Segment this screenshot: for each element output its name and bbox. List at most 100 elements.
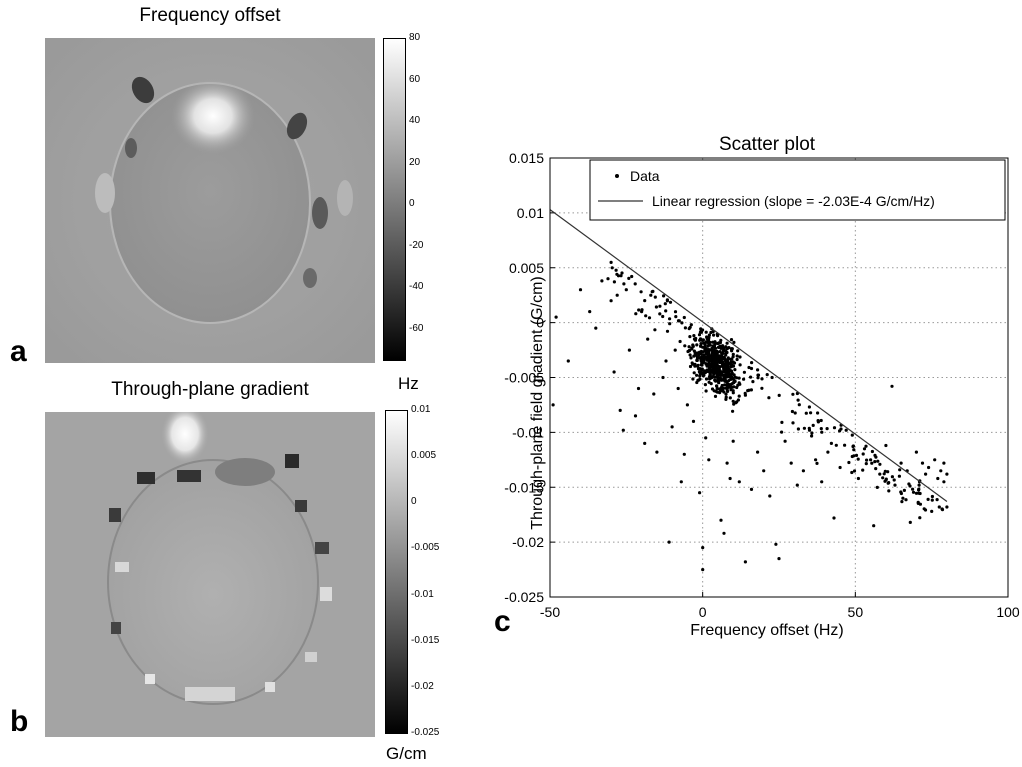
data-point <box>724 392 728 396</box>
data-point <box>924 472 928 476</box>
data-point <box>624 288 628 292</box>
data-point <box>899 491 903 496</box>
data-point <box>716 355 720 359</box>
scatter-plot: Scatter plot -50 0 50 100 -0.025 -0.02 -0.015… <box>504 134 1020 639</box>
data-point <box>688 353 692 357</box>
y-axis-label: Through-plane field gradient (G/cm) <box>529 276 546 529</box>
data-point <box>738 355 742 359</box>
data-point <box>811 423 815 427</box>
data-point <box>733 368 737 372</box>
data-point <box>892 478 896 482</box>
data-point <box>749 487 754 491</box>
data-point <box>719 360 723 364</box>
data-point <box>701 568 705 572</box>
data-point <box>825 427 829 431</box>
x-tick-label: 50 <box>848 604 864 620</box>
data-point <box>728 476 732 481</box>
data-point <box>689 356 693 360</box>
legend-data-label: Data <box>630 168 660 184</box>
legend-fit-label: Linear regression (slope = -2.03E-4 G/cm… <box>652 193 935 209</box>
y-tick-label: -0.02 <box>512 534 544 550</box>
data-point <box>717 387 721 391</box>
data-point <box>699 329 703 334</box>
data-point <box>918 502 922 506</box>
data-point <box>725 375 729 379</box>
data-point <box>850 470 854 475</box>
data-point <box>578 288 583 292</box>
data-point <box>942 461 946 465</box>
data-point <box>780 420 784 424</box>
data-point <box>606 277 610 281</box>
data-point <box>878 462 882 466</box>
data-point <box>688 364 693 369</box>
data-point <box>767 396 771 400</box>
data-point <box>725 341 729 345</box>
data-point <box>649 293 653 297</box>
data-point <box>668 322 672 326</box>
data-point <box>922 507 926 511</box>
data-point <box>704 352 708 356</box>
data-point <box>914 450 918 454</box>
data-point <box>724 397 728 401</box>
data-point <box>718 344 722 348</box>
data-point <box>707 333 711 337</box>
data-point <box>682 315 686 320</box>
data-point <box>917 491 921 495</box>
data-point <box>725 387 729 391</box>
data-point <box>610 266 614 270</box>
data-point <box>884 443 888 448</box>
data-point <box>743 560 747 564</box>
data-point <box>710 351 714 355</box>
data-point <box>756 368 760 372</box>
data-point <box>662 294 666 298</box>
data-point <box>883 469 887 473</box>
colorbar-b-tick-label: -0.025 <box>411 727 440 738</box>
data-point <box>854 453 859 457</box>
data-point <box>902 488 906 492</box>
data-point <box>861 452 865 456</box>
data-point <box>640 308 644 312</box>
data-point <box>720 364 725 369</box>
through-plane-gradient-map <box>45 412 375 737</box>
data-point <box>870 449 874 454</box>
data-point <box>731 391 735 395</box>
data-point <box>810 434 814 438</box>
colorbar-a-tick-label: -40 <box>409 281 424 293</box>
colorbar-a-tick-label: 80 <box>409 32 421 43</box>
data-point <box>832 516 836 520</box>
data-point <box>712 333 716 337</box>
data-point <box>937 505 941 509</box>
data-point <box>852 454 856 458</box>
data-point <box>816 411 820 415</box>
data-point <box>692 371 696 375</box>
y-tick-label: 0.015 <box>509 150 544 166</box>
colorbar-a-tick-label: -60 <box>409 322 424 334</box>
data-point <box>643 441 647 445</box>
data-point <box>704 389 708 393</box>
data-point <box>594 326 598 330</box>
data-point <box>760 377 764 381</box>
data-point <box>633 414 638 418</box>
data-point <box>615 293 619 297</box>
data-point <box>612 280 616 284</box>
data-point <box>901 496 905 500</box>
data-point <box>722 531 726 535</box>
data-point <box>693 338 697 342</box>
data-point <box>676 319 681 323</box>
data-point <box>711 365 715 369</box>
colorbar-b-tick-label: 0.01 <box>411 404 431 415</box>
data-point <box>622 282 626 286</box>
data-point <box>686 349 690 354</box>
colorbar-a-tick-label: -20 <box>409 239 424 251</box>
colorbar-a-tick-label: 0 <box>409 198 415 210</box>
data-point <box>890 475 894 479</box>
data-point <box>729 338 734 342</box>
data-point <box>783 439 787 443</box>
data-point <box>749 375 753 379</box>
data-point <box>742 370 746 374</box>
data-point <box>710 387 715 391</box>
through-plane-gradient-colorbar <box>385 410 408 734</box>
data-point <box>713 340 717 344</box>
data-point <box>687 345 691 349</box>
data-point <box>725 461 729 465</box>
